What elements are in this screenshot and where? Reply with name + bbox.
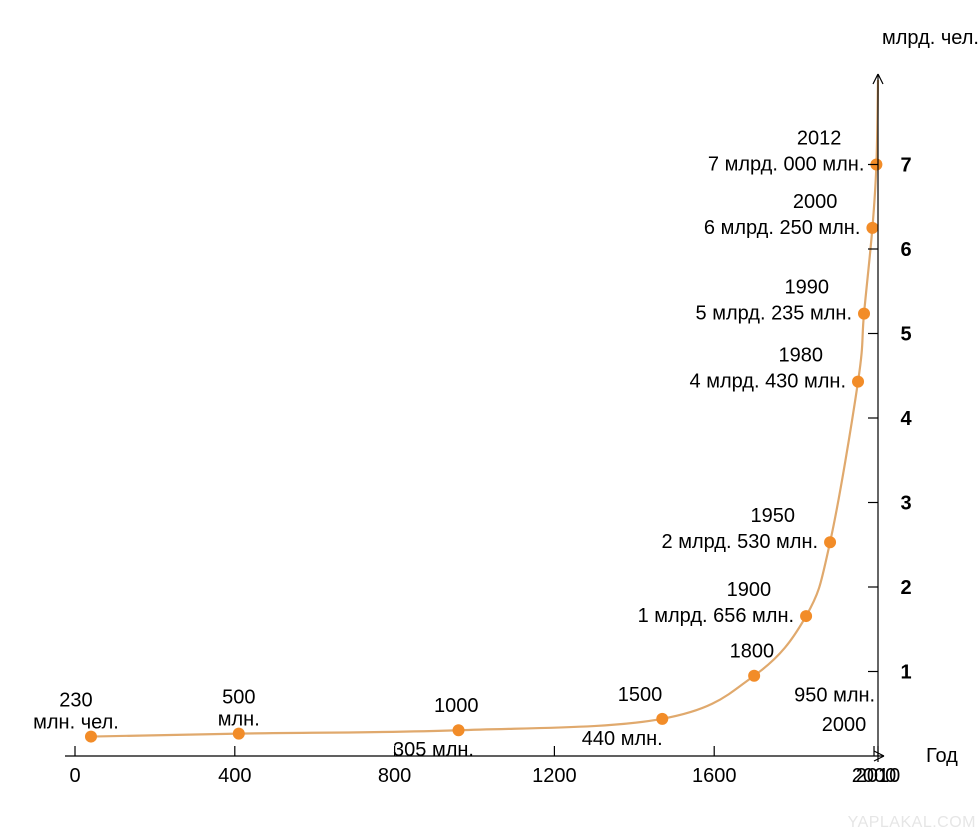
point-value-label: 1 млрд. 656 млн. xyxy=(638,605,795,627)
data-point xyxy=(453,724,465,736)
x-tick-label: 800 xyxy=(378,765,411,787)
point-value-label: 5 млрд. 235 млн. xyxy=(696,303,853,325)
point-value-label: 2 млрд. 530 млн. xyxy=(662,531,819,553)
x-tick-label: 0 xyxy=(69,765,80,787)
data-point xyxy=(656,713,668,725)
point-value-label: 500млн. xyxy=(218,687,260,731)
data-point xyxy=(866,222,878,234)
x-tick-label: 400 xyxy=(218,765,251,787)
y-tick-label: 7 xyxy=(900,155,911,177)
point-year-label: 1800 xyxy=(730,641,775,663)
y-axis-label: млрд. чел. xyxy=(882,27,978,49)
point-year-label: 2012 xyxy=(797,128,842,150)
x-tick-label: 1200 xyxy=(532,765,577,787)
point-year-label: 1950 xyxy=(751,505,796,527)
x-axis-label: Год xyxy=(926,745,958,767)
data-point xyxy=(852,376,864,388)
y-tick-label: 3 xyxy=(900,493,911,515)
point-value-label: 440 млн. xyxy=(582,728,663,750)
y-tick-label: 5 xyxy=(900,324,911,346)
x-extra-label: 2000 xyxy=(822,714,867,736)
population-chart: 230млн. чел.500млн.1000305 млн.1500440 м… xyxy=(0,0,978,838)
point-year-label: 1990 xyxy=(785,277,830,299)
data-point xyxy=(858,308,870,320)
point-value-label: 4 млрд. 430 млн. xyxy=(690,371,847,393)
x-tick-label: 1600 xyxy=(692,765,737,787)
point-value-label: 7 млрд. 000 млн. xyxy=(708,154,865,176)
data-point xyxy=(748,670,760,682)
point-year-label: 2000 xyxy=(793,191,838,213)
y-tick-label: 1 xyxy=(900,662,911,684)
point-year-label: 1500 xyxy=(618,684,663,706)
watermark: YAPLAKAL.COM xyxy=(848,814,976,832)
x-tick-label: 2010 xyxy=(856,765,901,787)
data-point xyxy=(824,536,836,548)
point-year-label: 1980 xyxy=(779,345,824,367)
point-year-label: 1000 xyxy=(434,695,479,717)
y-tick-label: 2 xyxy=(900,577,911,599)
y-tick-label: 6 xyxy=(900,239,911,261)
point-year-label: 1900 xyxy=(727,579,772,601)
y-tick-label: 4 xyxy=(900,408,912,430)
point-value-label: 6 млрд. 250 млн. xyxy=(704,217,861,239)
point-value-label: 950 млн. xyxy=(794,685,875,707)
data-point xyxy=(800,610,812,622)
point-value-label: 305 млн. xyxy=(393,739,474,761)
